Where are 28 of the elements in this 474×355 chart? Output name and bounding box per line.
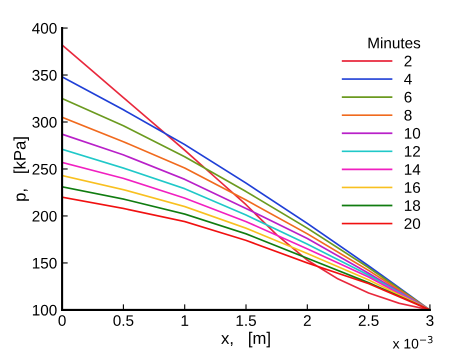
x-tick-label: 1: [182, 315, 188, 326]
legend-label: 4: [404, 74, 412, 84]
y-tick-label: 400: [32, 22, 57, 34]
legend-title: Minutes: [368, 37, 420, 48]
y-tick-label: 250: [32, 164, 57, 175]
y-tick-label: 350: [32, 70, 57, 81]
y-tick-label: 100: [32, 304, 57, 316]
x-tick-label: 1.5: [236, 315, 256, 326]
legend-label: 18: [404, 200, 420, 211]
text: x 10$^{−3}$: [392, 336, 433, 349]
x-tick-label: 0: [58, 315, 66, 326]
y-tick-label: 150: [32, 258, 57, 269]
y-tick-label: 300: [32, 116, 57, 128]
legend-label: 16: [404, 182, 420, 193]
y-tick-label: 200: [32, 210, 57, 222]
x-tick-label: 0.5: [113, 315, 134, 326]
x-axis-title: x, [m]: [221, 332, 270, 348]
y-axis-title: p, [kPa]: [13, 137, 29, 201]
legend-label: 10: [404, 128, 420, 139]
x-tick-label: 2: [304, 315, 311, 326]
legend-label: 8: [404, 110, 412, 121]
legend-label: 6: [404, 92, 412, 103]
legend-label: 20: [404, 218, 420, 230]
legend-label: 12: [404, 146, 420, 157]
legend-label: 2: [404, 56, 412, 66]
x-tick-label: 3: [426, 315, 434, 326]
x-tick-label: 2.5: [358, 315, 379, 326]
legend-label: 14: [404, 164, 420, 175]
